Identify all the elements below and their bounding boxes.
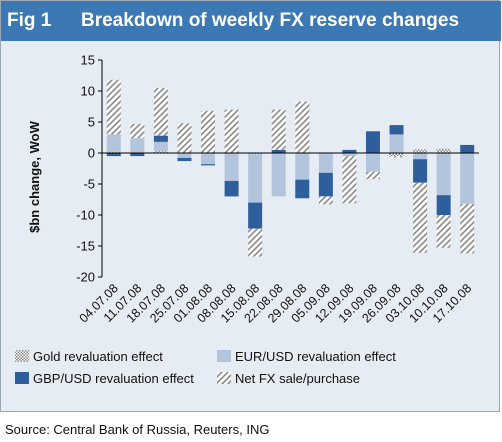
bar-net-fx-sale-purchase <box>130 123 145 139</box>
bar-gbp-usd-revaluation-effect <box>201 164 216 166</box>
bar-net-fx-sale-purchase <box>318 196 333 205</box>
bar-eur-usd-revaluation-effect <box>177 153 192 158</box>
legend-swatch-gold-revaluation-effect <box>15 350 29 362</box>
bar-net-fx-sale-purchase <box>177 123 192 153</box>
bar-net-fx-sale-purchase <box>389 156 404 158</box>
source-note: Source: Central Bank of Russia, Reuters,… <box>5 422 270 437</box>
bar-net-fx-sale-purchase <box>436 215 451 248</box>
chart-svg: $bn change, WoW 151050-5-10-15-2004.07.0… <box>15 53 479 386</box>
y-axis-label: $bn change, WoW <box>27 120 42 232</box>
bar-eur-usd-revaluation-effect <box>248 154 263 203</box>
bar-gold-revaluation-effect <box>106 151 121 153</box>
bar-eur-usd-revaluation-effect <box>106 134 121 152</box>
bar-gbp-usd-revaluation-effect <box>460 144 475 153</box>
bar-gbp-usd-revaluation-effect <box>130 153 145 157</box>
y-tick-label: 5 <box>88 115 95 130</box>
bar-gbp-usd-revaluation-effect <box>342 149 357 153</box>
legend-label-net-fx-sale-purchase: Net FX sale/purchase <box>235 371 360 386</box>
bar-eur-usd-revaluation-effect <box>436 153 451 196</box>
legend-swatch-gbp-usd-revaluation-effect <box>15 372 29 384</box>
bar-net-fx-sale-purchase <box>342 156 357 204</box>
y-tick-label: -5 <box>83 177 95 192</box>
legend-swatch-net-fx-sale-purchase <box>217 372 231 384</box>
bar-net-fx-sale-purchase <box>271 109 286 150</box>
bar-eur-usd-revaluation-effect <box>413 153 428 160</box>
bar-gbp-usd-revaluation-effect <box>224 180 239 197</box>
y-tick-label: -15 <box>76 239 95 254</box>
y-tick-label: -20 <box>76 270 95 285</box>
bar-gbp-usd-revaluation-effect <box>389 125 404 135</box>
bar-eur-usd-revaluation-effect <box>201 153 216 165</box>
y-tick-label: -10 <box>76 208 95 223</box>
bar-net-fx-sale-purchase <box>365 171 380 180</box>
legend-swatch-eur-usd-revaluation-effect <box>217 350 231 362</box>
figure-label: Fig 1 <box>7 10 52 31</box>
chart-title: Breakdown of weekly FX reserve changes <box>81 10 460 31</box>
bar-gbp-usd-revaluation-effect <box>271 149 286 153</box>
bar-net-fx-sale-purchase <box>413 182 428 253</box>
bar-gold-revaluation-effect <box>413 149 428 153</box>
bar-gbp-usd-revaluation-effect <box>318 172 333 197</box>
bar-net-fx-sale-purchase <box>106 79 121 135</box>
bar-net-fx-sale-purchase <box>295 101 310 153</box>
bar-eur-usd-revaluation-effect <box>318 153 333 173</box>
y-tick-label: 15 <box>81 53 95 68</box>
bar-gbp-usd-revaluation-effect <box>177 157 192 162</box>
bar-net-fx-sale-purchase <box>153 87 168 136</box>
plot-area: 151050-5-10-15-2004.07.0811.07.0818.07.0… <box>76 53 479 326</box>
bar-net-fx-sale-purchase <box>460 203 475 254</box>
bar-eur-usd-revaluation-effect <box>224 153 239 181</box>
title-bar: Fig 1 Breakdown of weekly FX reserve cha… <box>1 1 501 41</box>
bar-gbp-usd-revaluation-effect <box>436 195 451 215</box>
legend-label-gbp-usd-revaluation-effect: GBP/USD revaluation effect <box>33 371 194 386</box>
bar-eur-usd-revaluation-effect <box>295 153 310 180</box>
bar-gbp-usd-revaluation-effect <box>365 131 380 153</box>
bar-gbp-usd-revaluation-effect <box>295 179 310 199</box>
bar-eur-usd-revaluation-effect <box>153 141 168 152</box>
legend-label-eur-usd-revaluation-effect: EUR/USD revaluation effect <box>235 349 396 364</box>
bar-gbp-usd-revaluation-effect <box>248 202 263 229</box>
bar-gold-revaluation-effect <box>389 153 404 157</box>
bar-gold-revaluation-effect <box>153 151 168 153</box>
bar-net-fx-sale-purchase <box>224 109 239 153</box>
bar-gbp-usd-revaluation-effect <box>153 135 168 142</box>
bar-gbp-usd-revaluation-effect <box>106 153 121 157</box>
bar-eur-usd-revaluation-effect <box>365 153 380 172</box>
legend: Gold revaluation effect EUR/USD revaluati… <box>15 349 396 386</box>
chart-panel: Fig 1 Breakdown of weekly FX reserve cha… <box>0 0 501 412</box>
bar-net-fx-sale-purchase <box>201 110 216 153</box>
bar-eur-usd-revaluation-effect <box>389 134 404 153</box>
bar-eur-usd-revaluation-effect <box>460 153 475 204</box>
bar-eur-usd-revaluation-effect <box>342 153 357 157</box>
legend-label-gold-revaluation-effect: Gold revaluation effect <box>33 349 163 364</box>
bar-eur-usd-revaluation-effect <box>271 153 286 197</box>
bar-gold-revaluation-effect <box>436 148 451 153</box>
y-tick-label: 0 <box>88 146 95 161</box>
y-tick-label: 10 <box>81 84 95 99</box>
bar-net-fx-sale-purchase <box>248 228 263 257</box>
bar-gbp-usd-revaluation-effect <box>413 159 428 183</box>
bar-eur-usd-revaluation-effect <box>130 138 145 153</box>
bar-gold-revaluation-effect <box>248 153 263 155</box>
